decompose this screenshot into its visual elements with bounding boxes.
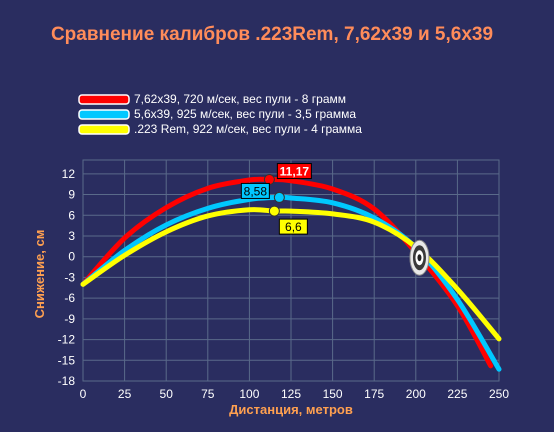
- chart-title: Сравнение калибров .223Rem, 7,62x39 и 5,…: [51, 24, 493, 45]
- x-tick-label: 150: [323, 387, 343, 401]
- target-icon: [409, 239, 430, 276]
- legend-label: 5,6x39, 925 м/сек, вес пули - 3,5 грамма: [134, 107, 356, 121]
- x-tick-label: 0: [80, 387, 87, 401]
- legend: 7,62x39, 720 м/сек, вес пули - 8 грамм5,…: [78, 92, 362, 136]
- y-tick-label: 0: [68, 250, 75, 264]
- x-axis-ticks: 0 25 50 75 100 125 150 175 200 225 250: [80, 387, 510, 401]
- data-label: 6,6: [285, 220, 302, 234]
- y-tick-label: -3: [64, 270, 75, 284]
- annotations: 11,17 8,58 6,6: [240, 163, 312, 235]
- target-center: [417, 254, 422, 262]
- x-tick-label: 125: [281, 387, 301, 401]
- y-tick-label: -12: [58, 333, 76, 347]
- x-tick-label: 250: [489, 387, 509, 401]
- y-tick-label: 9: [68, 188, 75, 202]
- x-tick-label: 50: [160, 387, 174, 401]
- x-tick-label: 175: [364, 387, 384, 401]
- data-label: 8,58: [244, 184, 268, 198]
- y-axis-ticks: 12 9 6 3 0 -3 -6 -9 -12 -15 -18: [58, 167, 76, 388]
- y-tick-label: -18: [58, 374, 76, 388]
- x-tick-label: 200: [406, 387, 426, 401]
- y-tick-label: 6: [68, 208, 75, 222]
- x-tick-label: 100: [239, 387, 259, 401]
- legend-label: 7,62x39, 720 м/сек, вес пули - 8 грамм: [134, 92, 346, 106]
- legend-swatch: [78, 124, 130, 135]
- data-label: 11,17: [280, 165, 310, 179]
- data-label-box: [240, 182, 270, 199]
- data-point-marker: [268, 205, 280, 217]
- x-tick-label: 225: [447, 387, 467, 401]
- y-tick-label: -15: [58, 353, 76, 367]
- y-tick-label: 12: [62, 167, 76, 181]
- x-axis-label: Дистанция, метров: [229, 402, 353, 417]
- y-axis-label: Снижение, см: [32, 230, 47, 319]
- data-label-box: [278, 218, 308, 235]
- legend-label: .223 Rem, 922 м/сек, вес пули - 4 грамма: [134, 122, 362, 136]
- y-tick-label: -6: [64, 291, 75, 305]
- y-tick-label: -9: [64, 312, 75, 326]
- data-point-marker: [273, 191, 285, 203]
- legend-swatch: [78, 94, 130, 105]
- x-tick-label: 75: [201, 387, 215, 401]
- y-tick-label: 3: [68, 229, 75, 243]
- legend-swatch: [78, 109, 130, 120]
- data-label-box: [276, 163, 312, 180]
- x-tick-label: 25: [118, 387, 132, 401]
